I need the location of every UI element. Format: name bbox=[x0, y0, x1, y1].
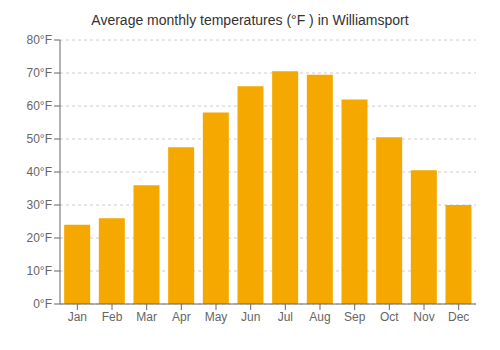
svg-text:Mar: Mar bbox=[136, 310, 157, 324]
svg-text:Jan: Jan bbox=[68, 310, 87, 324]
svg-text:10°F: 10°F bbox=[27, 264, 52, 278]
svg-text:Nov: Nov bbox=[413, 310, 434, 324]
svg-text:60°F: 60°F bbox=[27, 99, 52, 113]
svg-text:50°F: 50°F bbox=[27, 132, 52, 146]
svg-text:80°F: 80°F bbox=[27, 33, 52, 47]
svg-text:40°F: 40°F bbox=[27, 165, 52, 179]
svg-text:Dec: Dec bbox=[448, 310, 469, 324]
svg-text:May: May bbox=[205, 310, 228, 324]
svg-text:0°F: 0°F bbox=[33, 297, 52, 311]
svg-text:Jul: Jul bbox=[278, 310, 293, 324]
svg-text:Aug: Aug bbox=[309, 310, 330, 324]
svg-text:Apr: Apr bbox=[172, 310, 191, 324]
svg-text:Feb: Feb bbox=[102, 310, 123, 324]
svg-text:30°F: 30°F bbox=[27, 198, 52, 212]
svg-text:Sep: Sep bbox=[344, 310, 366, 324]
svg-text:Jun: Jun bbox=[241, 310, 260, 324]
svg-text:Oct: Oct bbox=[380, 310, 399, 324]
svg-text:20°F: 20°F bbox=[27, 231, 52, 245]
svg-text:70°F: 70°F bbox=[27, 66, 52, 80]
html-text:Average monthly temperatures (: Average monthly temperatures (°F ) in Wi… bbox=[91, 12, 409, 28]
